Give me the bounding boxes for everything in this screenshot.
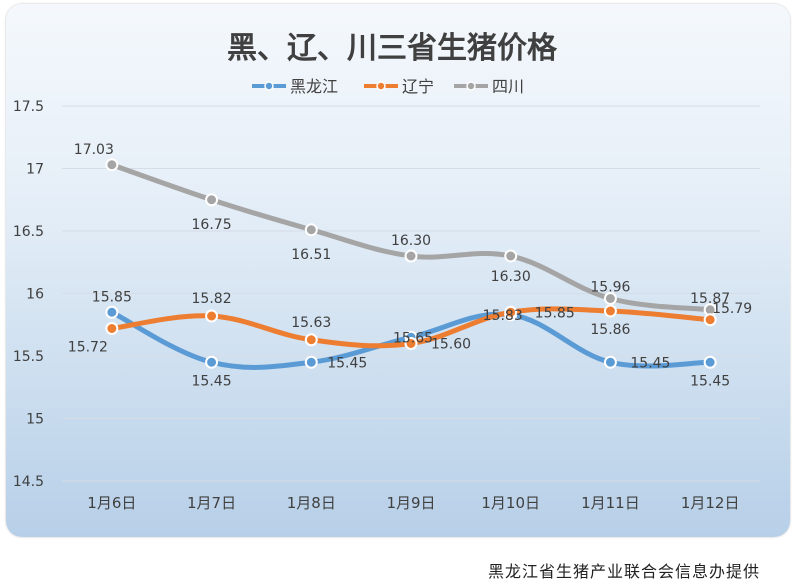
data-label: 15.60 [431, 337, 471, 353]
x-tick-label: 1月9日 [386, 494, 435, 512]
data-point [105, 305, 119, 319]
data-label: 15.82 [192, 291, 232, 307]
data-point [603, 292, 617, 305]
data-label: 15.87 [690, 291, 730, 307]
grid [62, 105, 760, 482]
data-label: 16.30 [391, 233, 431, 249]
data-point [205, 355, 219, 369]
x-tick-label: 1月8日 [287, 494, 336, 512]
legend-label: 辽宁 [402, 77, 434, 96]
data-point [304, 223, 318, 237]
x-tick-label: 1月7日 [187, 494, 236, 512]
x-axis: 1月6日 1月7日 1月8日 1月9日 1月10日 1月11日 1月12日 [87, 494, 739, 512]
data-label: 17.03 [74, 142, 114, 158]
data-point [504, 249, 518, 263]
data-point [404, 337, 418, 350]
data-label: 15.85 [535, 305, 575, 321]
x-tick-label: 1月6日 [87, 494, 136, 512]
legend-label: 黑龙江 [290, 77, 338, 96]
x-tick-label: 1月10日 [481, 494, 540, 512]
y-tick-label: 15.5 [13, 349, 44, 365]
data-point [504, 305, 518, 319]
y-tick-label: 14.5 [13, 474, 44, 490]
data-point [205, 309, 219, 323]
data-label: 15.72 [68, 340, 108, 356]
data-labels: 15.85 15.45 15.45 15.65 15.83 15.45 15.45 15.72… [68, 142, 752, 390]
y-tick-label: 15 [26, 412, 44, 428]
legend-label: 四川 [492, 77, 524, 96]
chart-title: 黑、辽、川三省生猪价格 [227, 31, 558, 66]
data-label: 15.45 [192, 373, 232, 389]
data-label: 15.65 [393, 330, 433, 346]
data-point [105, 322, 119, 335]
data-label: 16.75 [192, 217, 232, 233]
data-label: 16.51 [291, 247, 331, 263]
data-label: 15.45 [630, 355, 670, 371]
data-label: 15.79 [712, 301, 752, 317]
series-lines [105, 158, 717, 370]
data-point [703, 313, 717, 327]
y-tick-label: 16 [26, 287, 44, 303]
legend-marker [466, 81, 476, 91]
data-point [105, 158, 119, 172]
x-tick-label: 1月12日 [681, 494, 740, 512]
y-tick-label: 17 [26, 162, 44, 178]
source-note: 黑龙江省生猪产业联合会信息办提供 [487, 562, 760, 581]
data-point [703, 355, 717, 369]
data-point [603, 304, 617, 318]
data-label: 15.63 [291, 315, 331, 331]
legend-marker [376, 81, 386, 91]
data-label: 15.83 [483, 308, 523, 324]
data-point [205, 193, 219, 207]
data-label: 15.45 [327, 355, 367, 371]
data-label: 15.85 [92, 289, 132, 305]
data-label: 15.96 [590, 280, 630, 296]
chart-card: 黑、辽、川三省生猪价格 黑龙江 辽宁 四川 14.5 15 15.5 16 16.5 17 17… [6, 4, 790, 537]
x-tick-label: 1月11日 [581, 494, 640, 512]
data-label: 15.45 [690, 373, 730, 389]
data-point [404, 249, 418, 263]
data-point [304, 355, 318, 369]
legend: 黑龙江 辽宁 四川 [252, 77, 524, 96]
data-point [304, 333, 318, 347]
data-label: 15.86 [590, 322, 630, 338]
y-axis: 14.5 15 15.5 16 16.5 17 17.5 [13, 99, 44, 490]
data-point [603, 355, 617, 369]
data-label: 16.30 [491, 269, 531, 285]
y-tick-label: 17.5 [13, 99, 44, 115]
line-chart: 黑、辽、川三省生猪价格 黑龙江 辽宁 四川 14.5 15 15.5 16 16.5 17 17… [13, 31, 760, 512]
legend-marker [264, 81, 274, 91]
y-tick-label: 16.5 [13, 224, 44, 240]
